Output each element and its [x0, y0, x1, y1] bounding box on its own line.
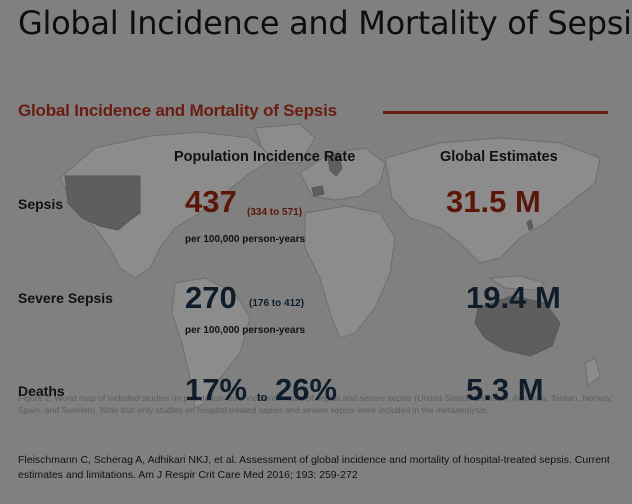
australia-highlight	[474, 295, 561, 357]
estimates-column-header: Global Estimates	[440, 149, 558, 165]
deaths-high: 26%	[275, 372, 338, 407]
sepsis-unit: per 100,000 person-years	[185, 234, 306, 245]
severe-sepsis-rate: 270	[185, 280, 237, 315]
row-label-severe-sepsis: Severe Sepsis	[18, 290, 113, 306]
sepsis-range: (334 to 571)	[247, 207, 303, 218]
figure-caption: Figure 2. World map of included studies …	[18, 393, 614, 415]
deaths-to: to	[257, 392, 268, 404]
asia-outline	[384, 137, 601, 264]
north-america-outline	[59, 131, 276, 279]
africa-outline	[304, 205, 396, 339]
taiwan-highlight	[526, 219, 534, 231]
spain-highlight	[311, 185, 325, 197]
usa-highlight	[64, 175, 141, 231]
incidence-column-header: Population Incidence Rate	[174, 149, 356, 165]
title-rule	[383, 111, 608, 114]
severe-sepsis-estimate: 19.4 M	[466, 280, 561, 315]
row-label-sepsis: Sepsis	[18, 196, 64, 212]
section-title: Global Incidence and Mortality of Sepsis	[18, 101, 337, 120]
row-label-deaths: Deaths	[18, 383, 65, 399]
citation: Fleischmann C, Scherag A, Adhikari NKJ, …	[18, 454, 610, 481]
world-map	[59, 123, 601, 409]
europe-highlight	[327, 152, 343, 177]
deaths-low: 17%	[185, 372, 248, 407]
new-zealand-outline	[584, 357, 601, 387]
severe-sepsis-unit: per 100,000 person-years	[185, 325, 306, 336]
greenland-outline	[254, 123, 316, 164]
south-america-outline	[171, 277, 251, 409]
sepsis-estimate: 31.5 M	[446, 184, 541, 219]
slide-title: Global Incidence and Mortality of Sepsis	[18, 4, 632, 42]
severe-sepsis-range: (176 to 412)	[249, 298, 305, 309]
sepsis-rate: 437	[185, 184, 237, 219]
indonesia-outline	[488, 275, 547, 291]
deaths-estimate: 5.3 M	[466, 372, 544, 407]
